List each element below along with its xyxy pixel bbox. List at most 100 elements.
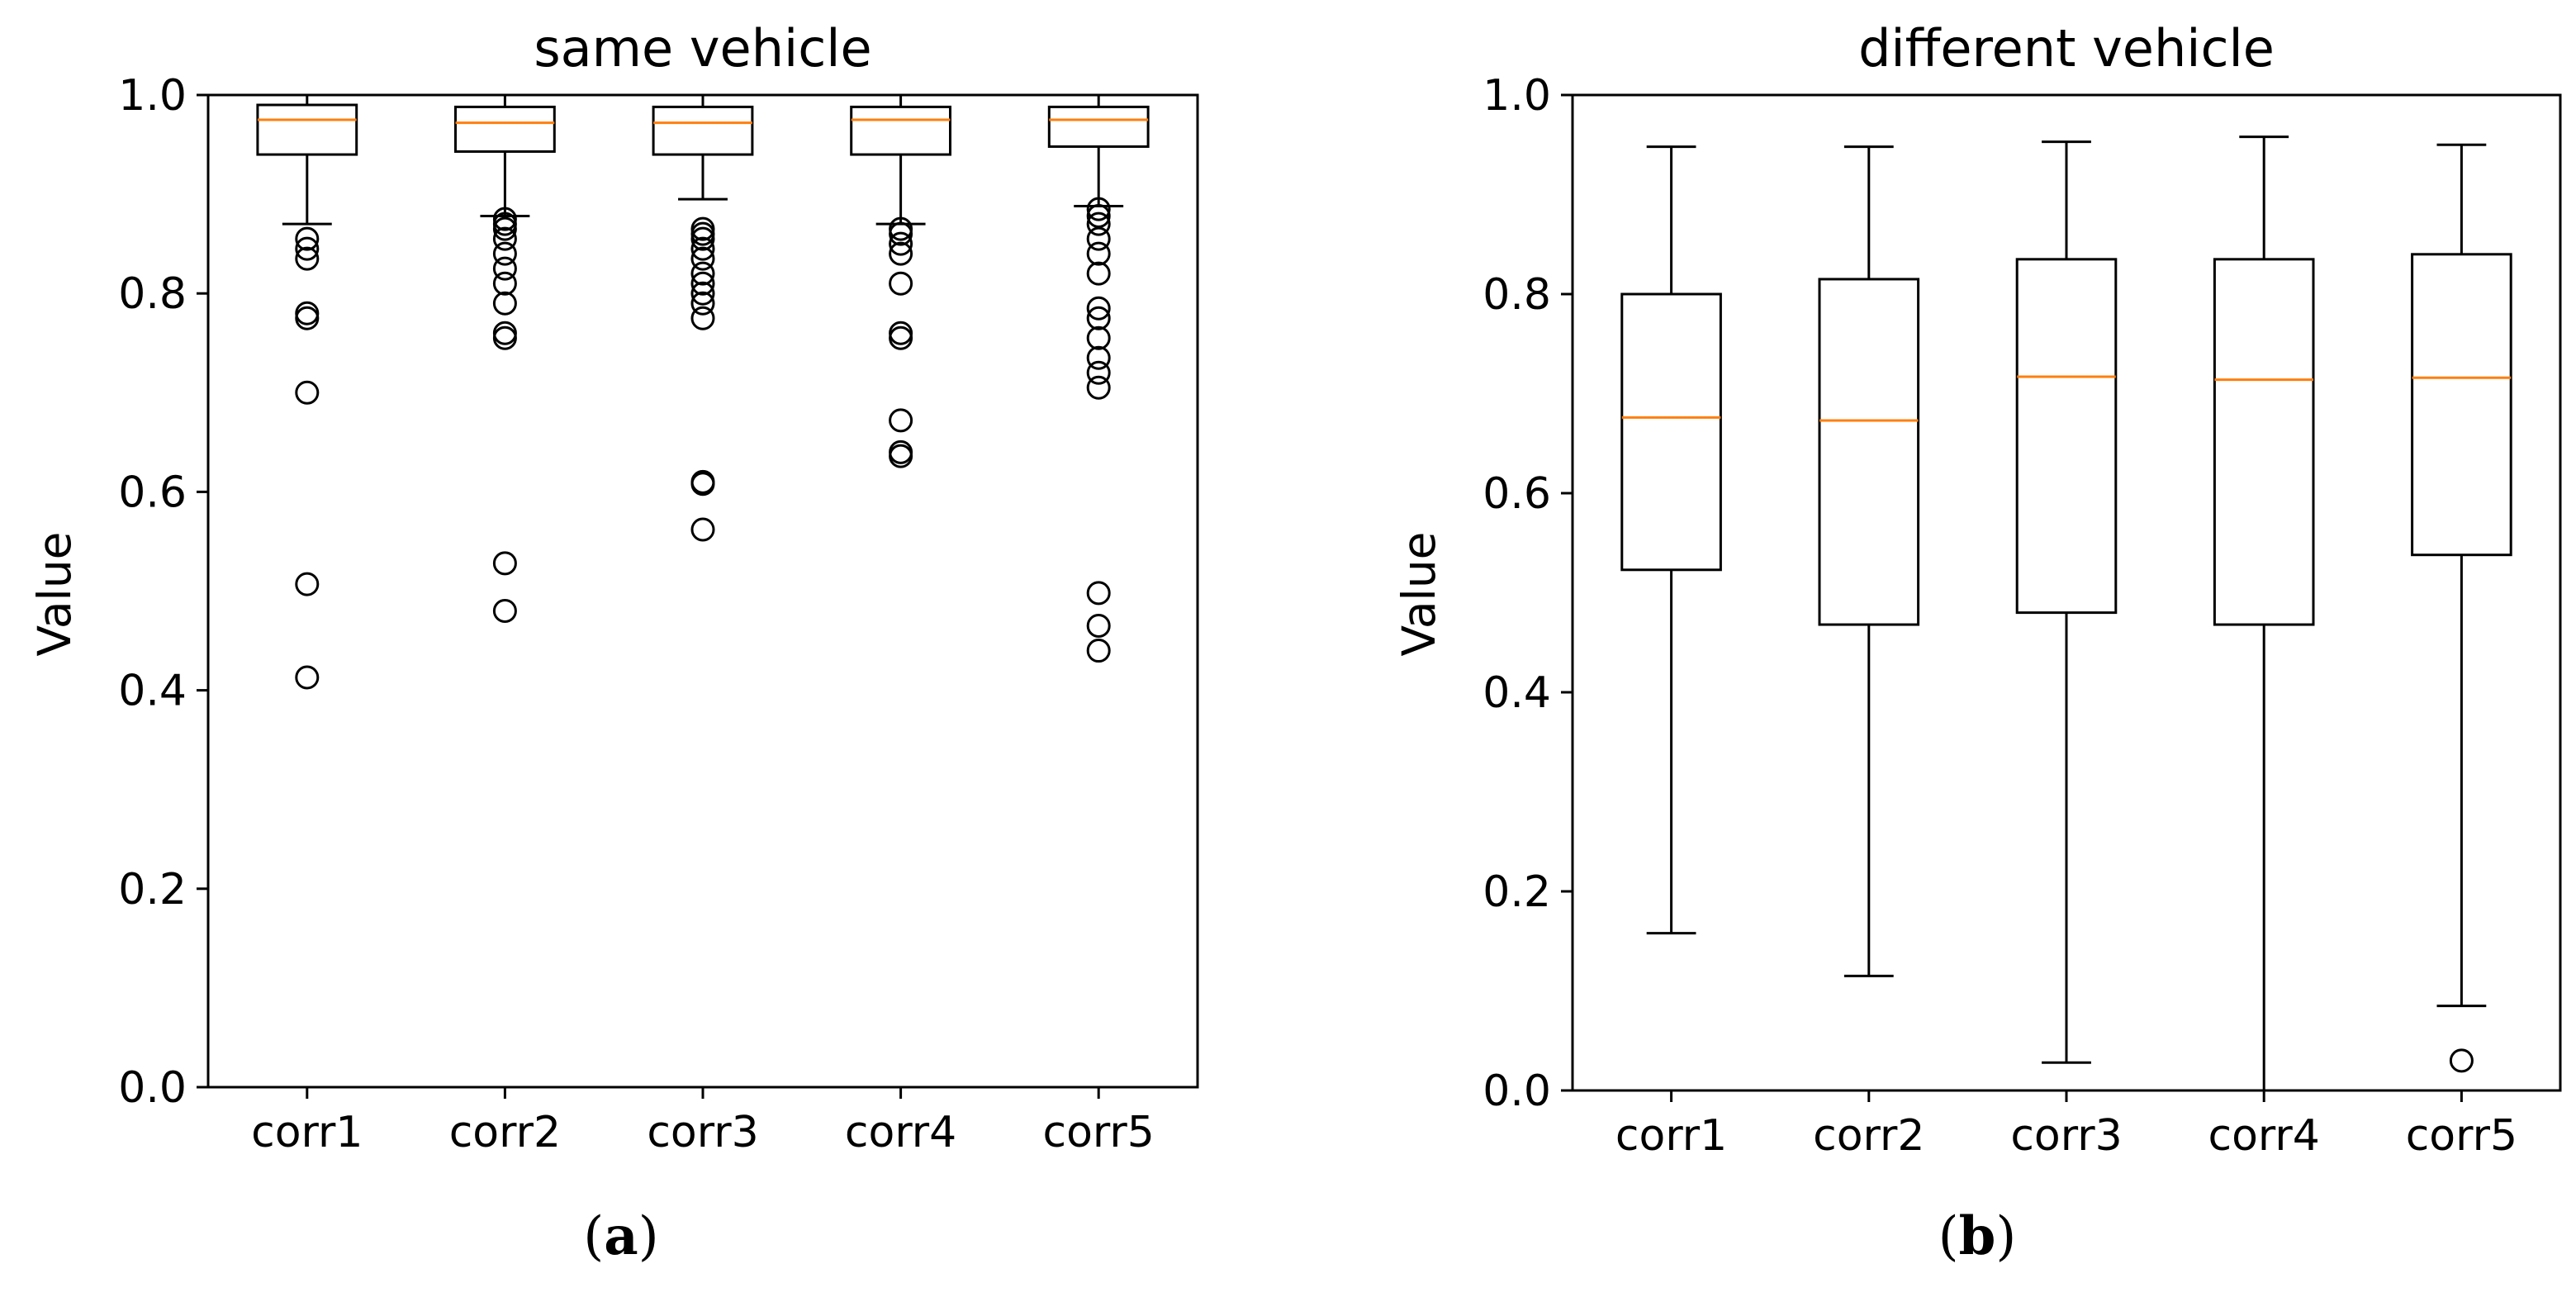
panel-a-xtick-label: corr5 bbox=[1043, 1108, 1155, 1157]
panel-b-ytick-label: 1.0 bbox=[1483, 71, 1551, 121]
outlier-point bbox=[492, 226, 517, 251]
outlier-point bbox=[492, 551, 517, 576]
panel-b-ytick-label: 0.2 bbox=[1483, 867, 1551, 917]
outlier-point bbox=[492, 241, 517, 266]
outlier-point bbox=[690, 226, 715, 251]
outlier-point bbox=[1086, 345, 1111, 370]
panel-a-xtick-label: corr4 bbox=[845, 1108, 956, 1157]
panel-b-ylabel: Value bbox=[1392, 531, 1445, 656]
outlier-point bbox=[1086, 197, 1111, 221]
iqr-box bbox=[256, 103, 358, 156]
panel-a-box-corr1 bbox=[256, 93, 358, 690]
panel-b-xtick-label: corr3 bbox=[2010, 1111, 2122, 1161]
outlier-point bbox=[690, 291, 715, 316]
panel-a-box-corr4 bbox=[850, 93, 951, 468]
outlier-point bbox=[690, 246, 715, 271]
panel-b-title: different vehicle bbox=[1858, 18, 2275, 78]
outlier-point bbox=[492, 599, 517, 624]
panel-a-xtick-label: corr2 bbox=[449, 1108, 561, 1157]
outlier-point bbox=[1086, 306, 1111, 330]
panel-b-box-corr2 bbox=[1818, 145, 1920, 977]
outlier-point bbox=[889, 221, 913, 246]
panel-b: different vehicle Value (b) 0.0 0.2 0.4 0.6… bbox=[1392, 18, 2562, 1267]
panel-b-ytick-label: 0.4 bbox=[1483, 668, 1551, 718]
panel-b-box-corr3 bbox=[2015, 140, 2118, 1064]
outlier-point bbox=[1086, 360, 1111, 385]
outlier-point bbox=[690, 281, 715, 306]
outlier-point bbox=[1086, 614, 1111, 639]
panel-a-ytick-label: 0.2 bbox=[118, 865, 187, 915]
outlier-point bbox=[889, 444, 913, 468]
outlier-point bbox=[690, 306, 715, 330]
outlier-point bbox=[295, 226, 320, 251]
outlier-point bbox=[2449, 1048, 2474, 1073]
outlier-point bbox=[492, 271, 517, 296]
panel-b-ytick-label: 0.8 bbox=[1483, 270, 1551, 320]
outlier-point bbox=[1086, 261, 1111, 286]
outlier-point bbox=[295, 572, 320, 596]
panel-b-caption: (b) bbox=[1938, 1205, 2017, 1267]
outlier-point bbox=[889, 321, 913, 345]
outlier-point bbox=[1086, 375, 1111, 400]
iqr-box bbox=[454, 105, 556, 153]
outlier-point bbox=[690, 472, 715, 496]
iqr-box bbox=[1620, 292, 1722, 572]
panel-b-box-corr1 bbox=[1620, 145, 1722, 935]
outlier-point bbox=[295, 380, 320, 405]
outlier-point bbox=[492, 325, 517, 350]
outlier-point bbox=[1086, 211, 1111, 236]
outlier-point bbox=[492, 321, 517, 345]
panel-b-ytick-label: 0.0 bbox=[1483, 1067, 1551, 1116]
iqr-box bbox=[850, 105, 951, 156]
iqr-box bbox=[2213, 258, 2315, 626]
panel-b-xtick-label: corr4 bbox=[2208, 1111, 2320, 1161]
panel-a-plot: 0.0 0.2 0.4 0.6 0.8 1.0 corr1 corr2 corr3 corr4 co… bbox=[118, 71, 1199, 1157]
outlier-point bbox=[690, 261, 715, 286]
panel-a-ytick-label: 0.8 bbox=[118, 269, 187, 319]
outlier-point bbox=[1086, 296, 1111, 321]
outlier-point bbox=[295, 236, 320, 261]
outlier-point bbox=[1086, 581, 1111, 606]
panel-a-axes-frame bbox=[206, 93, 1199, 1089]
panel-a-caption: (a) bbox=[583, 1205, 658, 1267]
panel-a-ylabel: Value bbox=[28, 531, 81, 656]
panel-b-ytick-label: 0.6 bbox=[1483, 469, 1551, 519]
iqr-box bbox=[1818, 278, 1920, 626]
outlier-point bbox=[492, 256, 517, 281]
outlier-point bbox=[889, 241, 913, 266]
outlier-point bbox=[295, 301, 320, 325]
panel-b-xtick-label: corr5 bbox=[2406, 1111, 2517, 1161]
iqr-box bbox=[2015, 258, 2118, 615]
outlier-point bbox=[889, 408, 913, 433]
panel-a-box-corr2 bbox=[454, 93, 556, 624]
panel-b-box-corr5 bbox=[2411, 143, 2512, 1073]
outlier-point bbox=[1086, 241, 1111, 266]
outlier-point bbox=[1086, 226, 1111, 251]
iqr-box bbox=[2411, 253, 2512, 557]
panel-a-ytick-label: 0.0 bbox=[118, 1063, 187, 1113]
panel-a-box-corr5 bbox=[1047, 93, 1150, 663]
iqr-box bbox=[652, 105, 754, 156]
panel-b-plot: 0.0 0.2 0.4 0.6 0.8 1.0 corr1 corr2 corr3 corr4 co… bbox=[1483, 71, 2562, 1161]
outlier-point bbox=[690, 271, 715, 296]
outlier-point bbox=[295, 665, 320, 690]
panel-a-title: same vehicle bbox=[534, 18, 871, 78]
outlier-point bbox=[492, 291, 517, 316]
outlier-point bbox=[492, 216, 517, 241]
panel-a-caption-letter: a bbox=[604, 1205, 638, 1267]
panel-b-xtick-label: corr2 bbox=[1813, 1111, 1924, 1161]
panel-b-axes-frame bbox=[1571, 93, 2562, 1092]
panel-a-ytick-label: 1.0 bbox=[118, 71, 187, 121]
panel-a-ytick-label: 0.6 bbox=[118, 468, 187, 517]
outlier-point bbox=[889, 231, 913, 256]
outlier-point bbox=[295, 246, 320, 271]
panel-a-box-corr3 bbox=[652, 93, 754, 542]
panel-b-caption-letter: b bbox=[1959, 1205, 1996, 1267]
outlier-point bbox=[1086, 204, 1111, 229]
outlier-point bbox=[889, 271, 913, 296]
panel-a-xtick-label: corr3 bbox=[647, 1108, 758, 1157]
outlier-point bbox=[1086, 639, 1111, 663]
panel-a-xtick-label: corr1 bbox=[251, 1108, 363, 1157]
outlier-point bbox=[690, 236, 715, 261]
